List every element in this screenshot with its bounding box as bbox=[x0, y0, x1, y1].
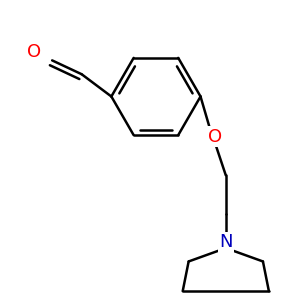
Text: N: N bbox=[219, 233, 232, 251]
Text: O: O bbox=[27, 43, 41, 61]
Text: O: O bbox=[208, 128, 223, 146]
